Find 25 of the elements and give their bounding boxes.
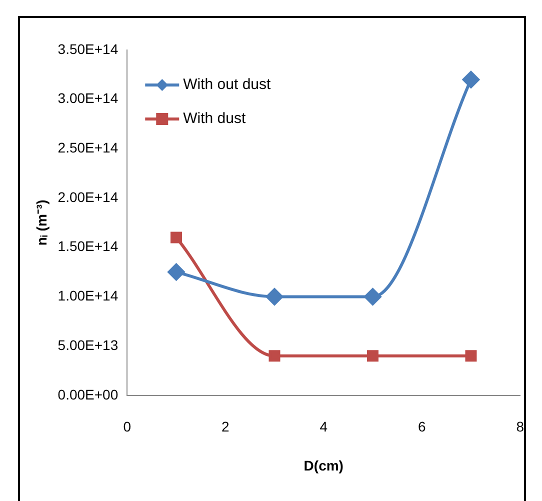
x-tick-label: 4	[320, 418, 328, 435]
x-tick-label: 8	[516, 418, 524, 435]
x-tick-label: 6	[418, 418, 426, 435]
y-tick-label: 1.00E+14	[58, 288, 118, 304]
point	[170, 232, 182, 244]
y-tick-label: 3.50E+14	[58, 40, 118, 57]
y-axis-title: nᵢ (m⁻³)	[33, 200, 50, 246]
y-tick-label: 0.00E+00	[58, 386, 118, 402]
point	[364, 288, 382, 306]
y-tick-label: 1.50E+14	[58, 238, 118, 254]
point	[266, 288, 283, 306]
x-axis-title: D(cm)	[304, 457, 344, 474]
x-tick-label: 2	[221, 418, 230, 435]
x-tick-label: 0	[123, 418, 132, 435]
legend-label: With out dust	[183, 76, 272, 94]
point	[367, 350, 378, 362]
y-tick-label: 2.00E+14	[58, 188, 118, 205]
y-tick-label: 3.00E+14	[58, 90, 118, 106]
point	[462, 71, 480, 88]
legend-label: With dust	[183, 110, 246, 128]
y-tick-label: 2.50E+14	[58, 140, 118, 156]
point	[268, 350, 280, 362]
point	[465, 350, 477, 362]
y-tick-label: 5.00E+13	[58, 336, 118, 353]
point	[168, 264, 185, 281]
